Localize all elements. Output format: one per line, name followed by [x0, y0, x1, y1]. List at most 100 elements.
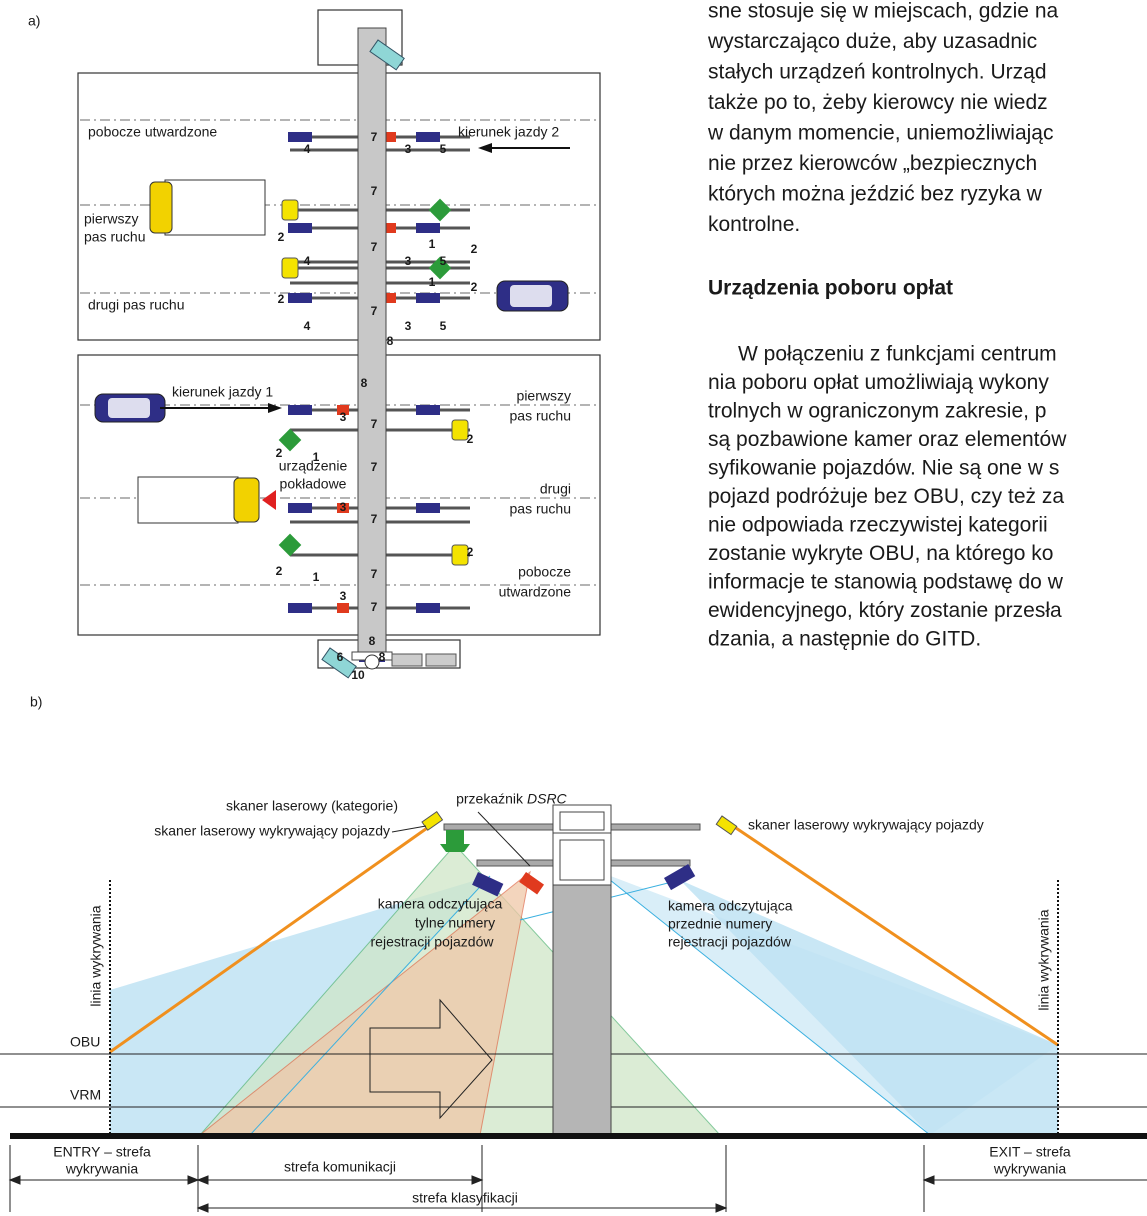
device-number: 8 [387, 334, 394, 348]
car-window [510, 285, 552, 307]
text-line: kontrolne. [708, 213, 800, 236]
camera [416, 603, 440, 613]
text-line: stałych urządzeń kontrolnych. Urząd [708, 61, 1047, 84]
category-scanner [429, 199, 452, 222]
text-line: dzania, a następnie do GITD. [708, 628, 981, 651]
device-number: 2 [471, 280, 478, 294]
camera [288, 132, 312, 142]
zone-label: ENTRY – strefa [53, 1144, 151, 1160]
device-number: 2 [467, 432, 474, 446]
text-line: ewidencyjnego, który zostanie przesła [708, 599, 1062, 622]
obu-device [262, 490, 276, 510]
device-number: 1 [429, 275, 436, 289]
device-number: 2 [278, 292, 285, 306]
device-number: 1 [429, 237, 436, 251]
text-line: których można jeździć bez ryzyka w [708, 183, 1043, 206]
camera [288, 603, 312, 613]
text-line: nia poboru opłat umożliwiają wykony [708, 371, 1049, 394]
text-line: są pozbawione kamer oraz elementów [708, 428, 1067, 451]
category-scanner [440, 844, 470, 852]
leader [478, 812, 530, 866]
scanner [452, 545, 468, 565]
device-number: 8 [361, 376, 368, 390]
arrow-head [188, 1176, 198, 1184]
device-number: 4 [304, 142, 311, 156]
detection-label: linia wykrywania [1036, 909, 1052, 1010]
laser-scanner [716, 816, 736, 835]
arrow-head [716, 1204, 726, 1212]
zone-arrows [10, 1145, 1147, 1212]
device-number: 2 [278, 230, 285, 244]
road-label: pas ruchu [510, 501, 571, 517]
text-line: nie przez kierowców „bezpiecznych [708, 152, 1037, 175]
device-number: 1 [313, 570, 320, 584]
device-number: 8 [369, 634, 376, 648]
device-number: 3 [405, 319, 412, 333]
road-label: pokładowe [280, 476, 347, 492]
category-scanner [279, 534, 302, 557]
device-number: 5 [440, 319, 447, 333]
zone-label: strefa komunikacji [284, 1159, 396, 1175]
cabinet [392, 654, 422, 666]
cabinet [426, 654, 456, 666]
road-label: drugi pas ruchu [88, 297, 185, 313]
device-number: 8 [379, 650, 386, 664]
pillar-head [553, 805, 611, 885]
road-label: kierunek jazdy 2 [458, 124, 559, 140]
zone-label: wykrywania [993, 1161, 1067, 1177]
device-number: 6 [337, 650, 344, 664]
device-number: 4 [304, 319, 311, 333]
page-canvas: a) pobocze utwardzone kierunek jazdy 2 p… [0, 0, 1147, 1216]
device-number: 7 [371, 512, 378, 526]
text-line: informacje te stanowią podstawę do w [708, 571, 1064, 594]
arrow-head [198, 1204, 208, 1212]
callout: kamera odczytująca [668, 898, 793, 914]
road-label: utwardzone [499, 584, 572, 600]
device-number: 7 [371, 184, 378, 198]
zone-label: EXIT – strefa [989, 1144, 1071, 1160]
truck [165, 180, 265, 235]
page: a) pobocze utwardzone kierunek jazdy 2 p… [0, 0, 1147, 1216]
scanner [452, 420, 468, 440]
truck-cab [150, 182, 172, 233]
level-label: OBU [70, 1034, 100, 1050]
text-line: zostanie wykryte OBU, na którego ko [708, 542, 1054, 565]
camera [416, 293, 440, 303]
callout: przekaźnik [456, 791, 524, 807]
scanner [282, 200, 298, 220]
callout: rejestracji pojazdów [668, 934, 792, 950]
text-line: w danym momencie, uniemożliwiając [707, 122, 1053, 145]
device-number: 7 [371, 460, 378, 474]
gantry-pole [358, 28, 386, 655]
device-number: 10 [351, 668, 365, 682]
arrow-head [198, 1176, 208, 1184]
loop [365, 655, 379, 669]
detection-label: linia wykrywania [88, 905, 104, 1006]
device-number: 3 [340, 500, 347, 514]
device-number: 7 [371, 567, 378, 581]
road-label: pierwszy [84, 211, 138, 227]
callout: skaner laserowy wykrywający pojazdy [154, 823, 390, 839]
laser-scanner [422, 812, 442, 831]
camera [288, 223, 312, 233]
car-window [108, 398, 150, 418]
callout: przednie numery [668, 916, 772, 932]
text-line: syfikowanie pojazdów. Nie są one w s [708, 457, 1059, 480]
text-line: sne stosuje się w miejscach, gdzie na [708, 0, 1058, 23]
camera [416, 503, 440, 513]
truck-cab [234, 478, 259, 522]
camera [288, 293, 312, 303]
callout: tylne numery [415, 915, 495, 931]
figure-label: b) [30, 694, 42, 710]
road-label: pas ruchu [84, 229, 145, 245]
device-number: 3 [340, 589, 347, 603]
road-label: pas ruchu [510, 408, 571, 424]
callout: rejestracji pojazdów [371, 934, 495, 950]
camera [288, 503, 312, 513]
text-line: trolnych w ograniczonym zakresie, p [708, 400, 1046, 423]
text-line: także po to, żeby kierowcy nie wiedz [708, 91, 1048, 114]
device-number: 5 [440, 254, 447, 268]
text-line: nie odpowiada rzeczywistej kategorii [708, 514, 1048, 537]
arrow-head [472, 1176, 482, 1184]
device-number: 7 [371, 600, 378, 614]
